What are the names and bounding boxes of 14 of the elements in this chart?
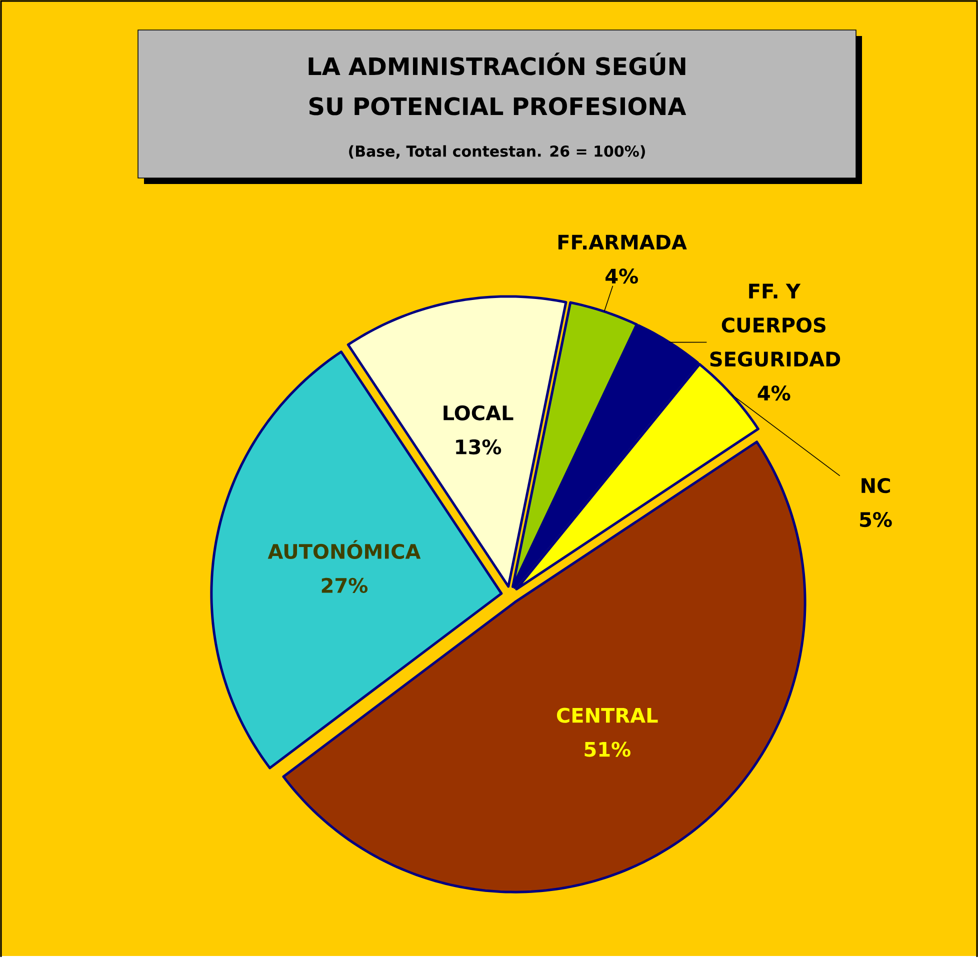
slice-label: CENTRAL <box>556 708 658 723</box>
slice-label: LOCAL <box>444 405 514 421</box>
chart-subtitle: (Base, Total contestan. 26 = 100%) <box>349 145 645 159</box>
data-label: 5% <box>860 512 892 528</box>
slice-label: AUTONÓMICA <box>268 540 421 560</box>
slice-label: FF.ARMADA <box>558 234 687 250</box>
slice-label: FF. Y CUERPOS SEGURIDAD <box>710 284 840 367</box>
data-label: 27% <box>322 578 368 594</box>
data-label: 4% <box>758 386 790 401</box>
data-label: 13% <box>456 439 502 455</box>
chart-title: LA ADMINISTRACIÓN SEGÚN SU POTENCIAL PROFESIONA <box>308 52 686 116</box>
slice-label: NC <box>862 478 890 494</box>
data-label: 51% <box>584 742 630 757</box>
data-label: 4% <box>606 268 638 284</box>
